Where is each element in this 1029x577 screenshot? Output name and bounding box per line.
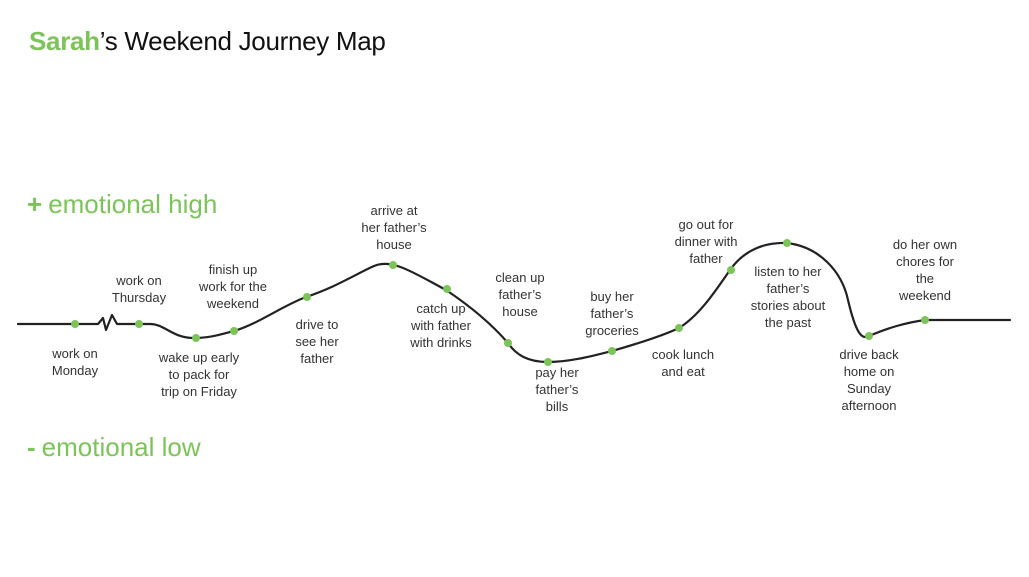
- journey-point: [727, 266, 735, 274]
- journey-step-label: cook lunch and eat: [651, 347, 715, 379]
- journey-point: [504, 339, 512, 347]
- journey-point: [303, 293, 311, 301]
- plus-sign: +: [27, 189, 43, 219]
- page-title: Sarah’s Weekend Journey Map: [29, 26, 386, 57]
- journey-step-label: clean up father’s house: [495, 270, 545, 319]
- journey-point: [230, 327, 238, 335]
- journey-point: [865, 332, 873, 340]
- journey-step-label: listen to her father’s stories about the…: [750, 264, 826, 330]
- journey-point: [675, 324, 683, 332]
- journey-step-label: catch up with father with drinks: [410, 301, 472, 350]
- journey-step-label: work on Monday: [51, 346, 99, 378]
- journey-step-label: wake up early to pack for trip on Friday: [158, 350, 240, 399]
- emotional-high-label: + emotional high: [27, 189, 217, 220]
- journey-point: [389, 261, 397, 269]
- title-highlight: Sarah: [29, 26, 100, 56]
- journey-point: [921, 316, 929, 324]
- journey-point: [135, 320, 143, 328]
- journey-step-label: buy her father’s groceries: [585, 289, 639, 338]
- emotional-high-text: emotional high: [48, 189, 218, 219]
- journey-point: [608, 347, 616, 355]
- journey-point: [443, 285, 451, 293]
- emotional-low-text: emotional low: [41, 432, 201, 462]
- minus-sign: -: [27, 432, 36, 462]
- journey-point: [783, 239, 791, 247]
- emotional-low-label: - emotional low: [27, 432, 201, 463]
- journey-step-label: finish up work for the weekend: [199, 262, 267, 311]
- journey-step-label: do her own chores for the weekend: [892, 237, 958, 303]
- journey-point: [192, 334, 200, 342]
- journey-step-label: work on Thursday: [111, 273, 167, 305]
- journey-step-label: drive to see her father: [295, 317, 339, 366]
- journey-step-label: arrive at her father’s house: [361, 203, 427, 252]
- journey-point: [71, 320, 79, 328]
- journey-points: [71, 239, 929, 366]
- journey-step-label: drive back home on Sunday afternoon: [839, 347, 899, 413]
- journey-step-label: pay her father’s bills: [535, 365, 579, 414]
- journey-step-label: go out for dinner with father: [674, 217, 738, 266]
- title-rest: ’s Weekend Journey Map: [99, 26, 386, 56]
- journey-point: [544, 358, 552, 366]
